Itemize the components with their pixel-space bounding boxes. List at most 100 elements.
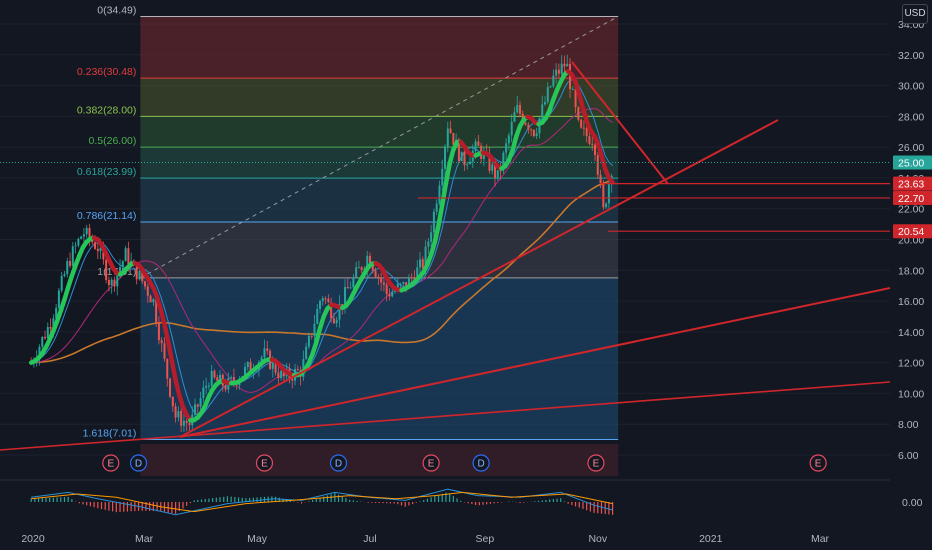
fib-zone (140, 277, 619, 440)
candle-body (249, 362, 252, 372)
price-axis-tick: 26.00 (898, 142, 924, 154)
candle-body (341, 303, 344, 307)
candle-body (260, 357, 263, 363)
candle-body (174, 406, 177, 418)
trend-band-segment (439, 181, 449, 208)
candle-body (488, 153, 491, 171)
candle-body (513, 112, 516, 122)
candle-body (66, 261, 69, 275)
dividend-badge (329, 454, 348, 472)
candle-body (282, 370, 285, 377)
candle-body (119, 267, 122, 274)
candle-body (171, 396, 174, 407)
candle-body (82, 234, 85, 237)
candle-body (127, 248, 130, 266)
event-badge-label: E (261, 459, 268, 470)
currency-button[interactable]: USD (902, 4, 928, 24)
fib-level-label: 1.618(7.01) (83, 427, 137, 439)
candle-body (588, 136, 591, 144)
candle-body (344, 286, 347, 307)
price-axis-tick: 30.00 (898, 81, 924, 93)
candle-body (146, 286, 149, 296)
candle-body (327, 298, 330, 303)
candle-body (266, 348, 269, 351)
price-axis-tick: 18.00 (898, 265, 924, 277)
candle-body (94, 242, 97, 249)
trend-line-support (179, 119, 779, 438)
earnings-badge (255, 454, 274, 472)
candle-body (332, 318, 335, 324)
macd-pane (0, 479, 890, 516)
candle-body (296, 368, 299, 371)
earnings-badge (422, 454, 440, 472)
candle-body (382, 282, 385, 285)
trend-band-segment (510, 134, 519, 153)
price-label-box (893, 176, 932, 191)
candle-body (246, 362, 249, 368)
fib-level-label: 0.236(30.48) (77, 66, 137, 78)
candle-body (324, 298, 327, 300)
candle-body (180, 411, 183, 426)
candle-body (263, 348, 266, 358)
candle-body (102, 247, 105, 260)
trend-band-segment (432, 223, 441, 245)
candle-body (321, 298, 324, 302)
candles (30, 54, 613, 433)
candle-body (599, 174, 602, 184)
candle-body (116, 273, 119, 287)
candle-body (421, 259, 424, 269)
fibonacci-labels: 0(34.49) 0.236(30.48) 0.382(28.00) 0.5(26.0… (77, 4, 137, 439)
candle-body (444, 146, 447, 169)
candle-body (182, 420, 185, 426)
candle-body (291, 378, 294, 381)
candle-body (202, 387, 205, 398)
candle-body (377, 276, 380, 278)
candle-body (502, 152, 505, 171)
candle-body (138, 270, 141, 280)
candle-body (219, 374, 222, 382)
candle-body (532, 129, 535, 137)
event-badge-label: E (815, 459, 822, 470)
candle-body (496, 170, 499, 178)
candle-body (571, 88, 574, 90)
candle-body (57, 290, 60, 308)
candle-body (144, 281, 147, 287)
candle-body (330, 302, 333, 319)
candle-body (432, 211, 435, 233)
fibonacci-levels (140, 15, 619, 440)
events-band-fill (140, 444, 619, 476)
candle-body (80, 236, 83, 239)
price-axis-tick: 22.00 (898, 204, 924, 216)
candle-body (207, 385, 210, 387)
candle-body (446, 128, 449, 147)
candle-body (44, 336, 47, 339)
trend-lines[interactable] (0, 61, 891, 451)
candle-body (124, 248, 127, 262)
candle-body (463, 151, 466, 166)
candle-body (452, 133, 455, 145)
candle-body (410, 277, 413, 279)
dividend-badge (129, 454, 148, 472)
candle-body (244, 367, 247, 377)
candle-body (177, 411, 180, 418)
horizontal-levels[interactable] (418, 183, 890, 232)
fib-zone (140, 178, 619, 222)
fib-zone (140, 147, 619, 179)
fib-level-label: 0.618(23.99) (77, 166, 137, 178)
candle-body (374, 270, 377, 277)
time-axis[interactable]: 2020 Mar May Jul Sep Nov 2021 Mar (21, 533, 829, 545)
trend-band-segment (314, 326, 323, 345)
trend-band-segment (436, 202, 445, 228)
candle-body (213, 370, 216, 378)
candle-body (38, 346, 41, 359)
candle-body (560, 63, 563, 74)
candle-body (216, 377, 219, 382)
candle-body (166, 358, 169, 379)
trend-line-resistance (571, 61, 669, 185)
macd-signal-line (31, 491, 613, 513)
earnings-badge (102, 454, 120, 472)
candle-body (594, 144, 597, 156)
earnings-badge (587, 454, 605, 472)
candle-body (349, 287, 352, 289)
